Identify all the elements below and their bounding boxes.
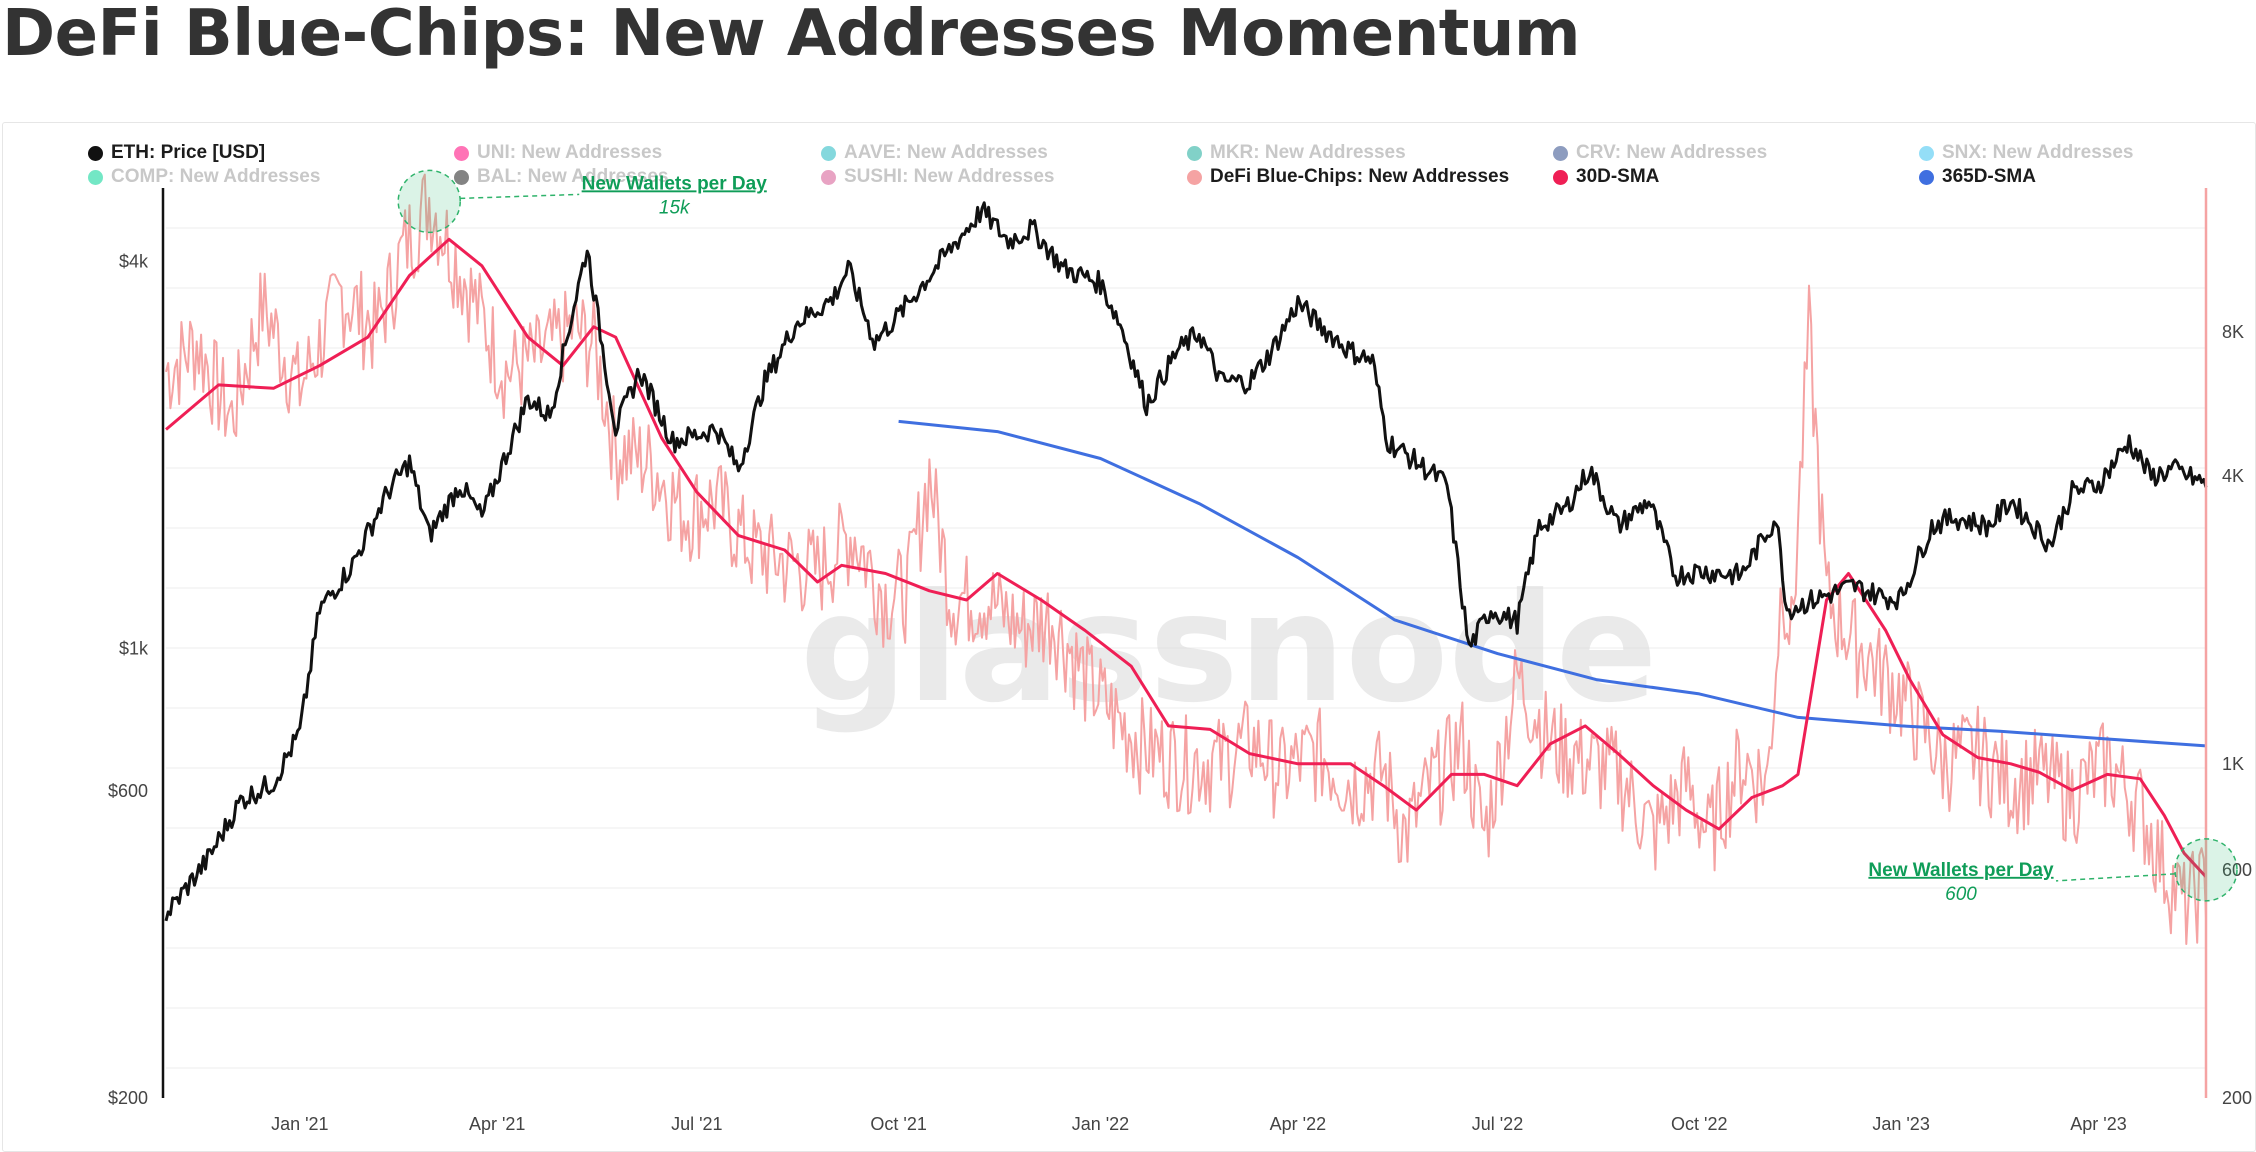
x-tick-label: Jul '22 xyxy=(1472,1114,1523,1134)
legend-item-bal[interactable]: BAL: New Addresses xyxy=(454,166,668,188)
legend-label: ETH: Price [USD] xyxy=(111,142,266,163)
annotation-leader xyxy=(2055,873,2176,882)
legend-item-comp[interactable]: COMP: New Addresses xyxy=(88,166,320,188)
x-tick-label: Apr '21 xyxy=(469,1114,525,1134)
legend-item-mkr[interactable]: MKR: New Addresses xyxy=(1187,142,1406,164)
legend-item-eth-price[interactable]: ETH: Price [USD] xyxy=(88,142,265,164)
sma-30d-line xyxy=(165,237,2208,878)
defi-new-addresses-line xyxy=(165,173,2207,945)
legend-dot-icon xyxy=(1187,145,1202,161)
legend-dot-icon xyxy=(821,169,836,185)
legend-label: UNI: New Addresses xyxy=(477,142,663,163)
y-left-tick-label: $600 xyxy=(108,781,148,801)
legend-dot-icon xyxy=(454,145,469,161)
legend-label: SNX: New Addresses xyxy=(1942,142,2134,163)
x-tick-label: Oct '22 xyxy=(1671,1114,1727,1134)
legend-label: MKR: New Addresses xyxy=(1210,142,1406,163)
legend-dot-icon xyxy=(821,145,836,161)
y-left-tick-label: $200 xyxy=(108,1088,148,1108)
legend-item-30d-sma[interactable]: 30D-SMA xyxy=(1553,166,1659,188)
legend-dot-icon xyxy=(454,169,469,185)
legend-label: CRV: New Addresses xyxy=(1576,142,1768,163)
legend-dot-icon xyxy=(1553,145,1568,161)
x-tick-label: Apr '22 xyxy=(1270,1114,1326,1134)
eth-price-line xyxy=(164,201,2208,922)
y-right-tick-label: 8K xyxy=(2222,322,2244,342)
chart-legend: ETH: Price [USD] UNI: New Addresses AAVE… xyxy=(88,142,2188,192)
legend-item-aave[interactable]: AAVE: New Addresses xyxy=(821,142,1048,164)
y-left-tick-label: $1k xyxy=(119,638,149,658)
y-right-tick-label: 1K xyxy=(2222,754,2244,774)
annotation-circle xyxy=(2174,838,2238,902)
legend-label: BAL: New Addresses xyxy=(477,166,669,187)
x-tick-label: Jul '21 xyxy=(671,1114,722,1134)
legend-dot-icon xyxy=(1553,169,1568,185)
x-tick-label: Jan '23 xyxy=(1872,1114,1929,1134)
y-right-tick-label: 4K xyxy=(2222,466,2244,486)
legend-label: COMP: New Addresses xyxy=(111,166,321,187)
legend-item-uni[interactable]: UNI: New Addresses xyxy=(454,142,662,164)
legend-item-crv[interactable]: CRV: New Addresses xyxy=(1553,142,1767,164)
annotation-circle xyxy=(397,169,461,234)
y-right-tick-label: 200 xyxy=(2222,1088,2252,1108)
annotation-value: 600 xyxy=(1945,884,1977,905)
legend-label: 365D-SMA xyxy=(1942,166,2036,187)
annotation-value: 15k xyxy=(659,197,691,218)
page-title: DeFi Blue-Chips: New Addresses Momentum xyxy=(2,0,1581,71)
series-layer xyxy=(164,173,2208,945)
legend-dot-icon xyxy=(1187,169,1202,185)
legend-dot-icon xyxy=(1919,145,1934,161)
legend-dot-icon xyxy=(88,169,103,185)
axes: Jan '21 Apr '21 Jul '21 Oct '21 Jan '22 Apr '… xyxy=(108,188,2252,1134)
watermark: glassnode xyxy=(800,562,1658,736)
x-tick-label: Jan '22 xyxy=(1072,1114,1129,1134)
legend-item-defi-new-addresses[interactable]: DeFi Blue-Chips: New Addresses xyxy=(1187,166,1509,188)
legend-dot-icon xyxy=(88,145,103,161)
annotation-title: New Wallets per Day xyxy=(582,173,768,194)
legend-item-365d-sma[interactable]: 365D-SMA xyxy=(1919,166,2036,188)
legend-label: AAVE: New Addresses xyxy=(844,142,1048,163)
x-tick-label: Apr '23 xyxy=(2070,1114,2126,1134)
legend-label: 30D-SMA xyxy=(1576,166,1660,187)
legend-label: SUSHI: New Addresses xyxy=(844,166,1055,187)
grid-lines xyxy=(166,227,2206,1069)
annotation-leader xyxy=(460,193,580,200)
annotations: New Wallets per Day 15k New Wallets per Da… xyxy=(397,169,2238,905)
legend-item-sushi[interactable]: SUSHI: New Addresses xyxy=(821,166,1054,188)
legend-label: DeFi Blue-Chips: New Addresses xyxy=(1210,166,1510,187)
x-tick-label: Oct '21 xyxy=(870,1114,926,1134)
x-tick-label: Jan '21 xyxy=(271,1114,328,1134)
y-left-tick-label: $4k xyxy=(119,251,149,271)
sma-365d-line xyxy=(898,419,2207,748)
legend-item-snx[interactable]: SNX: New Addresses xyxy=(1919,142,2133,164)
legend-dot-icon xyxy=(1919,169,1934,185)
annotation-title: New Wallets per Day xyxy=(1868,860,2054,881)
